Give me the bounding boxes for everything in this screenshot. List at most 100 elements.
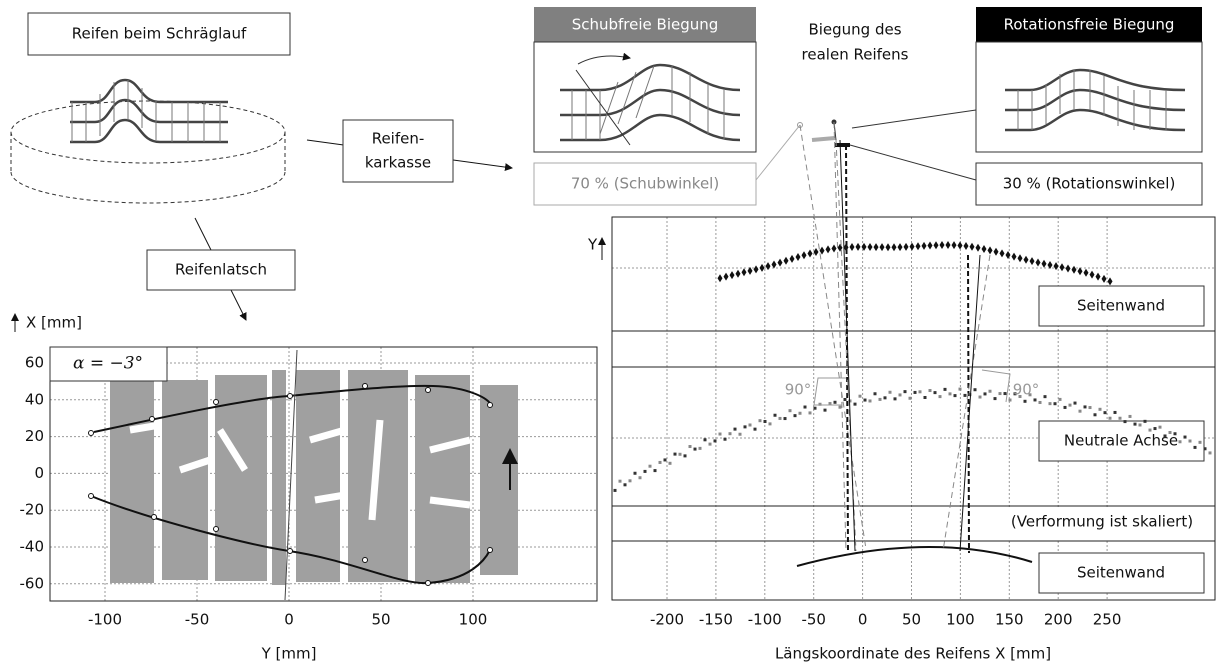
- dot: [1198, 440, 1202, 444]
- dot: [658, 460, 662, 464]
- dot: [993, 247, 999, 256]
- dot: [1065, 264, 1071, 273]
- dot: [708, 442, 712, 446]
- dot: [723, 437, 727, 441]
- dot: [618, 479, 622, 483]
- x-tick-label: 100: [459, 611, 488, 629]
- x-tick-label: -150: [699, 611, 733, 629]
- dot: [703, 438, 707, 442]
- x-tick-label: 50: [902, 611, 921, 629]
- inset: [975, 41, 1203, 153]
- dot: [1128, 414, 1132, 418]
- inset: [533, 41, 757, 153]
- dot: [891, 243, 897, 252]
- dot: [778, 416, 782, 420]
- rot-pct-label: 30 % (Rotationswinkel): [1003, 175, 1176, 193]
- label-box: [27, 12, 291, 56]
- dot: [1103, 411, 1107, 415]
- alpha-box: [49, 346, 168, 382]
- dot: [868, 399, 872, 403]
- x-tick-label: -50: [185, 611, 210, 629]
- dot: [788, 409, 792, 413]
- dot: [831, 244, 837, 253]
- dot: [933, 391, 937, 395]
- dot: [1073, 401, 1077, 405]
- dot: [1183, 435, 1187, 439]
- dot: [909, 242, 915, 251]
- dot: [693, 447, 697, 451]
- dot: [813, 406, 817, 410]
- real-tire-label: Biegung des: [808, 21, 901, 39]
- dot: [683, 454, 687, 458]
- dot: [973, 388, 977, 392]
- dot: [773, 413, 777, 417]
- angle-right: 90°: [1013, 381, 1040, 399]
- header-box: [534, 7, 756, 42]
- dot: [738, 432, 742, 436]
- dot: [828, 402, 832, 406]
- dot: [1029, 257, 1035, 266]
- dot: [803, 405, 807, 409]
- dot: [1008, 398, 1012, 402]
- dot: [801, 251, 807, 260]
- dot: [633, 471, 637, 475]
- dot: [1011, 252, 1017, 261]
- dot: [1033, 398, 1037, 402]
- y-label: Y: [587, 236, 598, 254]
- label-box: [342, 119, 454, 183]
- dot: [1083, 405, 1087, 409]
- x-tick-label: 0: [858, 611, 868, 629]
- x-tick-label: 250: [1093, 611, 1122, 629]
- dot: [998, 392, 1002, 396]
- dot: [1123, 420, 1127, 424]
- dot: [928, 389, 932, 393]
- dot: [1038, 400, 1042, 404]
- dot: [1013, 392, 1017, 396]
- dot: [718, 432, 722, 436]
- real-tire-label: realen Reifens: [802, 46, 909, 64]
- dot: [1035, 258, 1041, 267]
- y-tick-label: 60: [25, 354, 44, 372]
- dot: [913, 390, 917, 394]
- label-box: [146, 249, 296, 291]
- dot: [743, 425, 747, 429]
- dot: [1193, 445, 1197, 449]
- dot: [1077, 267, 1083, 276]
- x-tick-label: 50: [371, 611, 390, 629]
- dot: [1208, 451, 1212, 455]
- dot: [903, 390, 907, 394]
- dot: [921, 241, 927, 250]
- dot: [923, 395, 927, 399]
- dot: [825, 245, 831, 254]
- dot: [1188, 439, 1192, 443]
- dot: [853, 402, 857, 406]
- dot: [818, 402, 822, 406]
- dot: [951, 241, 957, 250]
- dot: [741, 268, 747, 277]
- dot: [638, 476, 642, 480]
- dot: [1048, 402, 1052, 406]
- dot: [939, 241, 945, 250]
- carcass-label: karkasse: [365, 154, 431, 172]
- dot: [1163, 434, 1167, 438]
- dot: [885, 243, 891, 252]
- dot: [873, 392, 877, 396]
- dot: [668, 461, 672, 465]
- dot: [1143, 419, 1147, 423]
- shear-pct-label: 70 % (Schubwinkel): [571, 175, 719, 193]
- dot: [795, 253, 801, 262]
- tread: [110, 370, 518, 585]
- dot: [888, 390, 892, 394]
- dot: [1083, 268, 1089, 277]
- dot: [1005, 251, 1011, 260]
- dot: [863, 398, 867, 402]
- dot: [1118, 416, 1122, 420]
- dot: [953, 394, 957, 398]
- dot: [613, 488, 617, 492]
- y-tick-label: -20: [20, 501, 45, 519]
- dot: [843, 397, 847, 401]
- x-tick-label: 100: [946, 611, 975, 629]
- dot: [1088, 406, 1092, 410]
- dot: [783, 256, 789, 265]
